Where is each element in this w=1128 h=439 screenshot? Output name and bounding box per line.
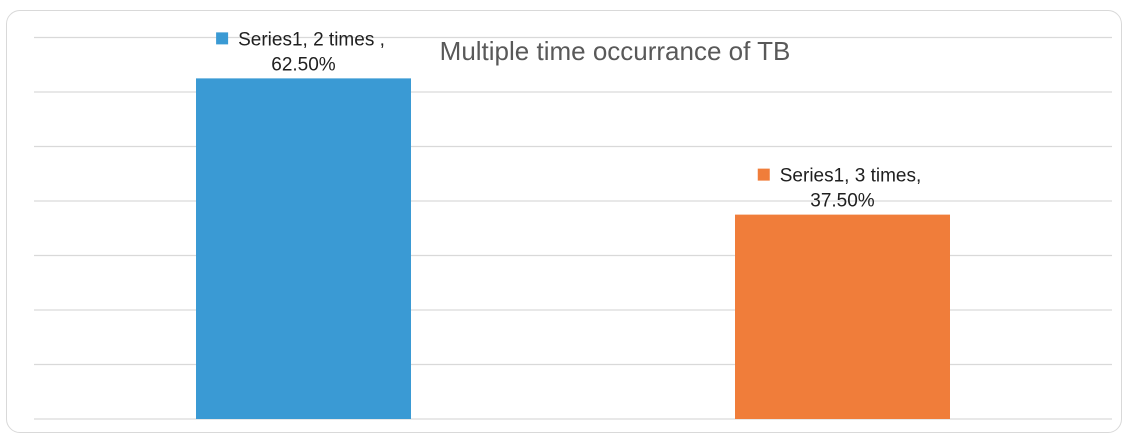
chart-title: Multiple time occurrance of TB (440, 36, 791, 66)
data-label-line1: Series1, 2 times , (238, 29, 385, 50)
bars (196, 78, 950, 419)
bar-2-times (196, 78, 411, 419)
data-label-value: 37.50% (810, 191, 875, 212)
data-label-line1: Series1, 3 times, (780, 166, 922, 187)
data-labels: Series1, 2 times , 62.50% Series1, 3 times… (216, 29, 922, 212)
data-label-value: 62.50% (271, 54, 336, 75)
bar-3-times (735, 214, 950, 419)
gridlines (34, 36, 1112, 420)
legend-key-icon (216, 32, 229, 45)
legend-key-icon (757, 168, 770, 181)
